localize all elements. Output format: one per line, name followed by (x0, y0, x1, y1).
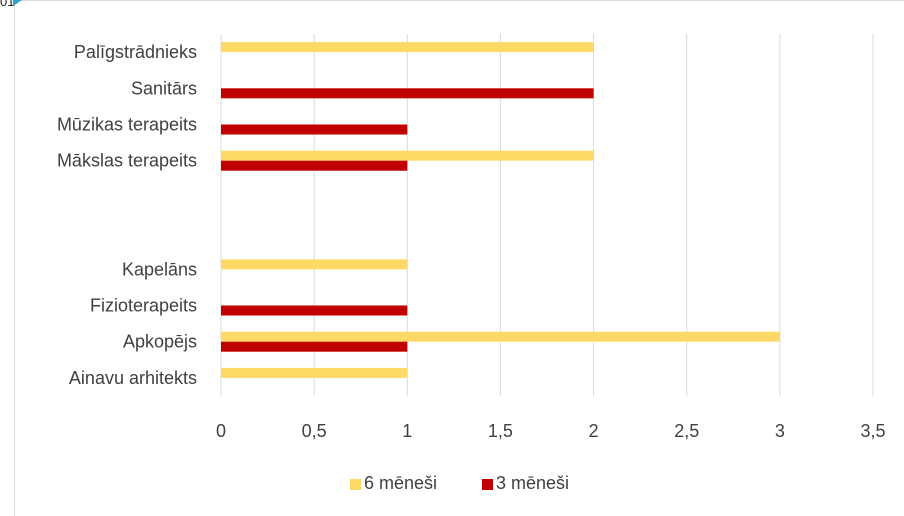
frame-top-border (14, 0, 904, 1)
legend: 6 mēneši 3 mēneši (350, 473, 569, 493)
corner-label: 01 (0, 0, 15, 9)
frame-left-border (14, 0, 15, 516)
category-label: Fizioterapeits (90, 296, 197, 316)
category-label: Sanitārs (131, 78, 197, 98)
category-labels: Palīgstrādnieks Sanitārs Mūzikas terapeits… (57, 42, 197, 388)
category-label: Palīgstrādnieks (74, 42, 197, 62)
bar (221, 331, 780, 342)
corner-logo-mark (13, 0, 25, 6)
category-label: Kapelāns (122, 259, 197, 279)
bar (221, 88, 594, 99)
category-label: Apkopējs (123, 332, 197, 352)
x-tick-label: 2,5 (674, 421, 699, 441)
bar (221, 150, 594, 161)
bar (221, 160, 408, 171)
legend-swatch (350, 479, 361, 490)
legend-label: 6 mēneši (364, 473, 437, 493)
x-tick-label: 0 (216, 421, 226, 441)
category-label: Ainavu arhitekts (69, 368, 197, 388)
category-label: Mūzikas terapeits (57, 115, 197, 135)
x-tick-label: 3 (775, 421, 785, 441)
category-label: Mākslas terapeits (57, 151, 197, 171)
bar (221, 341, 408, 352)
x-tick-labels: 0 0,5 1 1,5 2 2,5 3 3,5 (216, 421, 886, 441)
x-tick-label: 0,5 (302, 421, 327, 441)
bars (221, 42, 780, 378)
x-tick-label: 3,5 (860, 421, 885, 441)
x-tick-label: 1 (402, 421, 412, 441)
bar (221, 259, 408, 270)
legend-label: 3 mēneši (496, 473, 569, 493)
legend-swatch (482, 479, 493, 490)
bar (221, 367, 408, 378)
bar (221, 124, 408, 135)
bar (221, 42, 594, 53)
x-tick-label: 2 (589, 421, 599, 441)
x-tick-label: 1,5 (488, 421, 513, 441)
bar (221, 305, 408, 316)
